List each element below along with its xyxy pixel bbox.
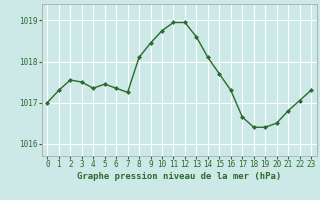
X-axis label: Graphe pression niveau de la mer (hPa): Graphe pression niveau de la mer (hPa)	[77, 172, 281, 181]
